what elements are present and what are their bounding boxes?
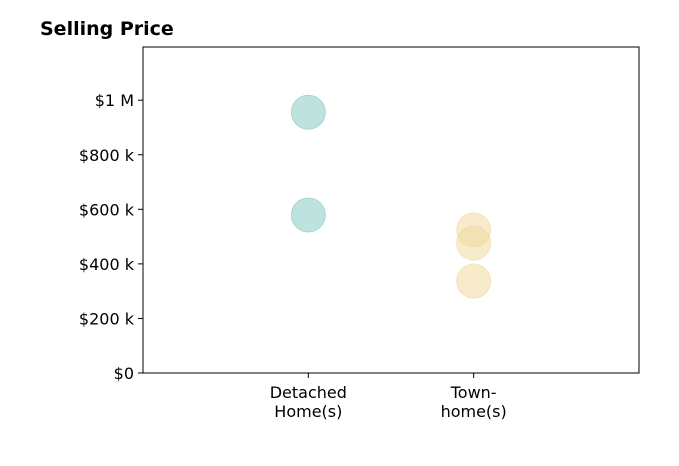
y-tick-label: $200 k [79,309,135,328]
y-tick-label: $800 k [79,146,135,165]
point [456,263,492,299]
plot-frame [142,46,640,374]
x-tick-label: Detached Home(s) [270,383,347,421]
x-tick-label: Town-home(s) [441,383,507,421]
point [290,94,326,130]
y-tick-label: $400 k [79,255,135,274]
point [290,197,326,233]
y-tick-label: $0 [114,364,134,383]
chart-title: Selling Price [40,18,174,40]
y-tick-label: $1 M [95,91,134,110]
y-tick-label: $600 k [79,200,135,219]
point [456,225,492,261]
